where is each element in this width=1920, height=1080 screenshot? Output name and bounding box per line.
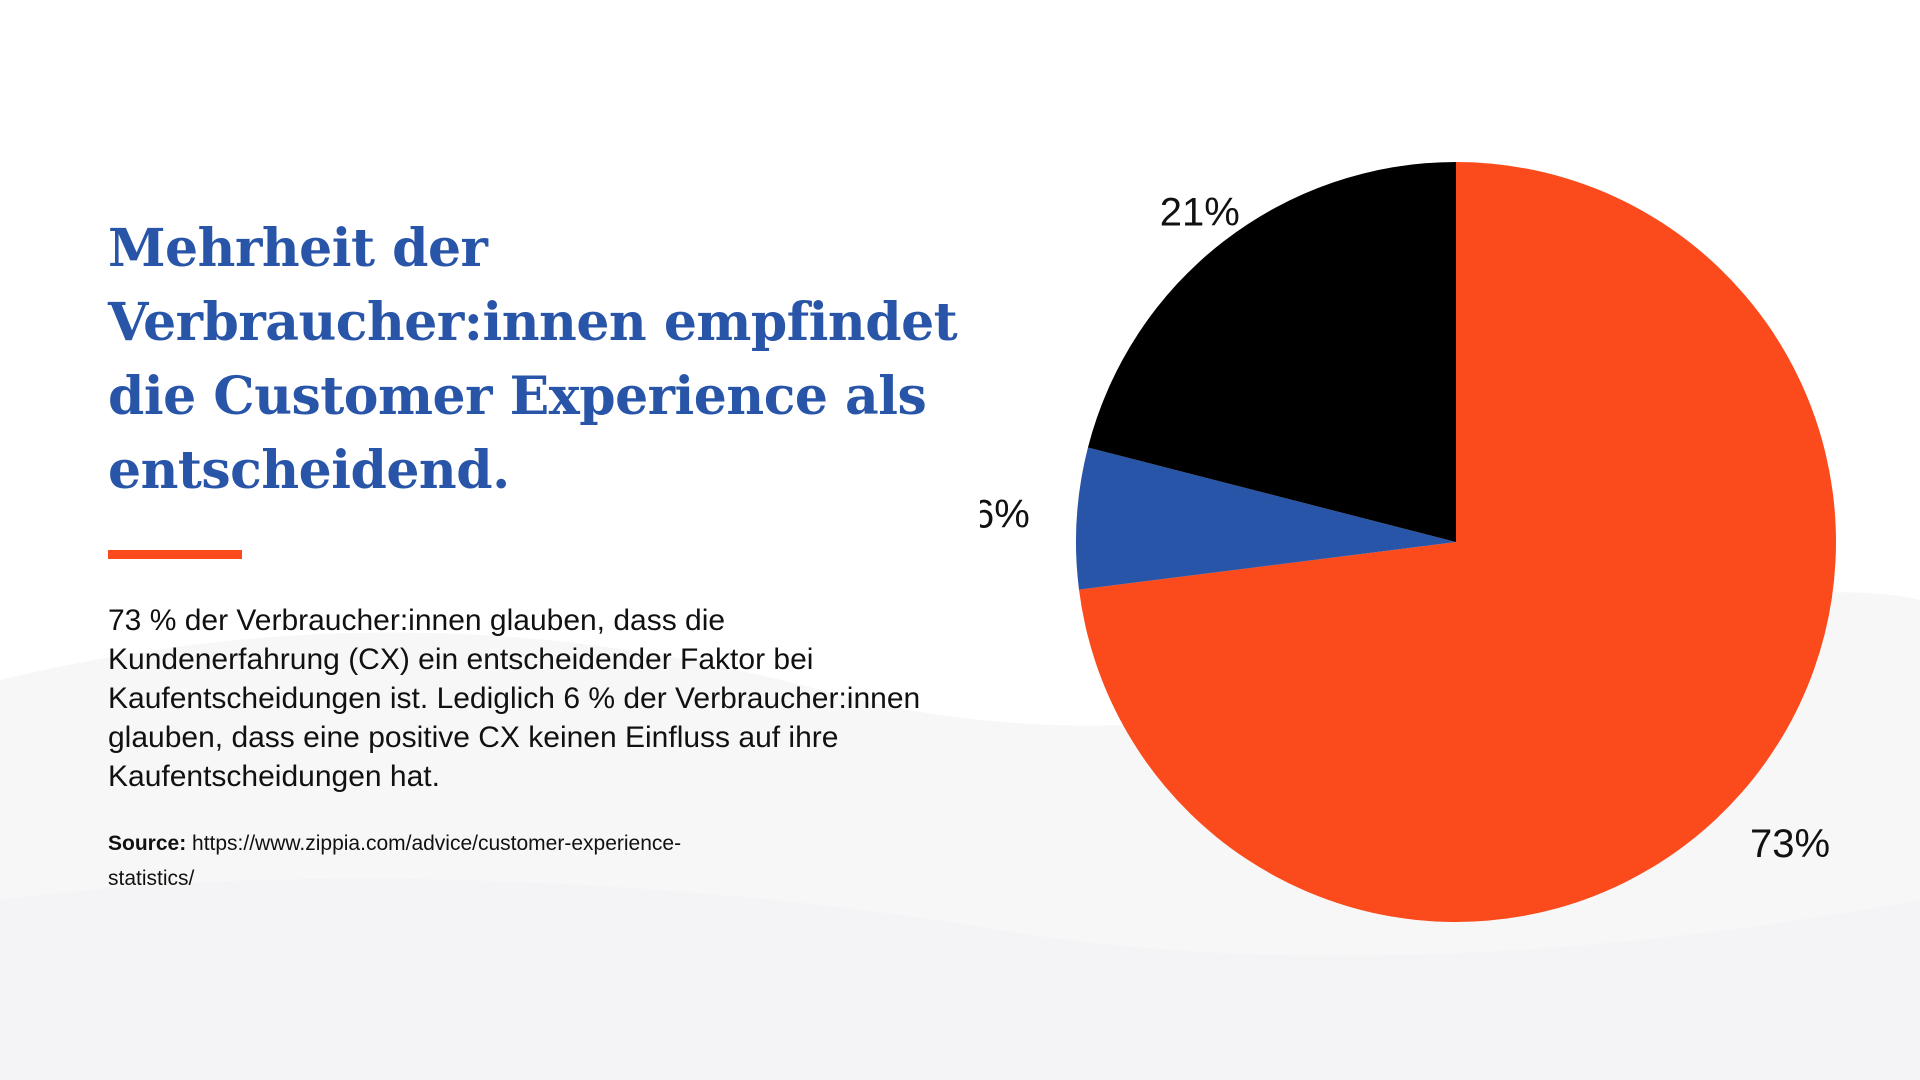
pie-slice-6 <box>1076 447 1456 590</box>
pie-slice-73 <box>1078 162 1836 922</box>
text-panel: Mehrheit der Verbraucher:innen empfindet… <box>108 212 958 896</box>
source-url[interactable]: https://www.zippia.com/advice/customer-e… <box>108 832 682 890</box>
accent-divider <box>108 550 242 559</box>
description-text: 73 % der Verbraucher:innen glauben, dass… <box>108 604 921 793</box>
pie-chart: 73% 6% 21% <box>980 162 1836 922</box>
pie-slice-21 <box>1087 162 1456 542</box>
headline: Mehrheit der Verbraucher:innen empfindet… <box>108 218 958 501</box>
pie-slices <box>1076 162 1836 922</box>
pie-label-73: 73% <box>1750 822 1830 866</box>
pie-labels: 73% 6% 21% <box>980 191 1830 866</box>
pie-label-21: 21% <box>1160 191 1240 235</box>
source-citation: Source: https://www.zippia.com/advice/cu… <box>108 826 708 896</box>
source-label: Source: <box>108 832 187 855</box>
pie-label-6: 6% <box>980 492 1030 536</box>
